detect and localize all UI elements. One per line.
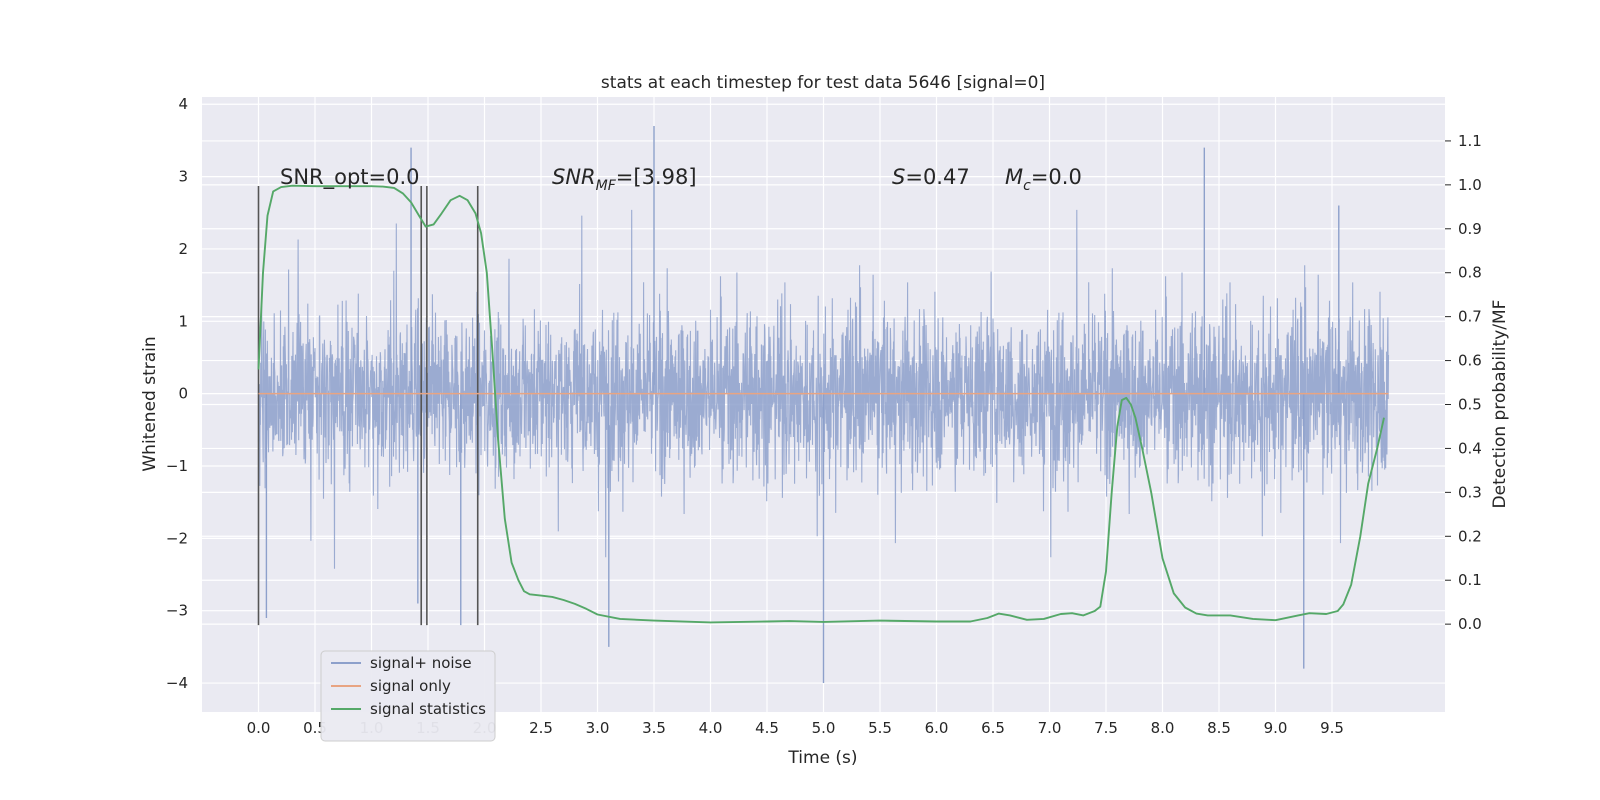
mc-sub: c (1023, 178, 1031, 194)
x-tick-label: 8.5 (1207, 719, 1231, 737)
x-tick-label: 4.5 (755, 719, 779, 737)
x-tick-label: 3.0 (586, 719, 610, 737)
y2-tick-label: 0.9 (1458, 220, 1482, 238)
y2-tick-label: 0.6 (1458, 352, 1482, 370)
y2-axis-label: Detection probability/MF (1490, 300, 1510, 509)
legend-label-signal-plus-noise: signal+ noise (370, 654, 472, 672)
line-series (257, 184, 1389, 624)
legend-label-signal-statistics: signal statistics (370, 700, 486, 718)
x-tick-label: 9.5 (1320, 719, 1344, 737)
y2-tick-label: 0.0 (1458, 615, 1482, 633)
y-tick-label: 1 (178, 312, 188, 330)
snr-mf-main: SNR (552, 165, 596, 189)
legend-box (320, 650, 496, 742)
y2-tick-label: 0.2 (1458, 527, 1482, 545)
x-tick-label: 9.0 (1264, 719, 1288, 737)
y2-tick-label: 0.4 (1458, 439, 1482, 457)
y-tick-label: 3 (178, 168, 188, 186)
y-tick-label: 4 (178, 95, 188, 113)
signal-plus-noise-series (257, 125, 1390, 684)
x-tick-label: 8.0 (1151, 719, 1175, 737)
y-axis-label: Whitened strain (140, 336, 160, 471)
s-main: S (892, 165, 905, 189)
x-axis-label: Time (s) (787, 748, 857, 768)
x-tick-label: 0.0 (247, 719, 271, 737)
x-tick-label: 4.0 (699, 719, 723, 737)
annotation-mc: Mc=0.0 (1005, 165, 1082, 194)
x-tick-label: 7.5 (1094, 719, 1118, 737)
y2-tick-label: 1.1 (1458, 132, 1482, 150)
y2-tick-label: 0.7 (1458, 308, 1482, 326)
snr-mf-value: =[3.98] (616, 165, 697, 189)
x-tick-label: 5.0 (812, 719, 836, 737)
annotation-snr-opt: SNR_opt=0.0 (280, 165, 420, 190)
snr-mf-sub: MF (596, 178, 617, 194)
legend: signal+ noise signal only signal statist… (320, 650, 496, 742)
annotation-snr-mf: SNRMF=[3.98] (552, 165, 697, 194)
mc-value: =0.0 (1031, 165, 1082, 189)
y2-tick-label: 1.0 (1458, 176, 1482, 194)
signal-statistics-line (257, 184, 1385, 624)
s-value: =0.47 (905, 165, 969, 189)
x-tick-label: 6.5 (981, 719, 1005, 737)
y-tick-label: 2 (178, 240, 188, 258)
y2-tick-label: 0.5 (1458, 396, 1482, 414)
y-tick-label: 0 (178, 385, 188, 403)
y2-tick-label: 0.1 (1458, 571, 1482, 589)
y2-tick-label: 0.8 (1458, 264, 1482, 282)
x-tick-label: 3.5 (642, 719, 666, 737)
annotation-s: S=0.47 (892, 165, 970, 189)
x-tick-label: 6.0 (925, 719, 949, 737)
y-tick-label: −2 (166, 529, 188, 547)
x-tick-label: 2.5 (529, 719, 553, 737)
x-tick-label: 5.5 (868, 719, 892, 737)
mc-main: M (1005, 165, 1023, 189)
legend-label-signal-only: signal only (370, 677, 451, 695)
axis-ticks: 0.00.51.01.52.02.53.03.54.04.55.05.56.06… (166, 95, 1482, 737)
y-tick-label: −1 (166, 457, 188, 475)
y-tick-label: −3 (166, 602, 188, 620)
y2-tick-label: 0.3 (1458, 483, 1482, 501)
x-tick-label: 7.0 (1038, 719, 1062, 737)
vertical-markers (257, 185, 479, 626)
chart-title: stats at each timestep for test data 564… (601, 73, 1045, 93)
y-tick-label: −4 (166, 674, 188, 692)
